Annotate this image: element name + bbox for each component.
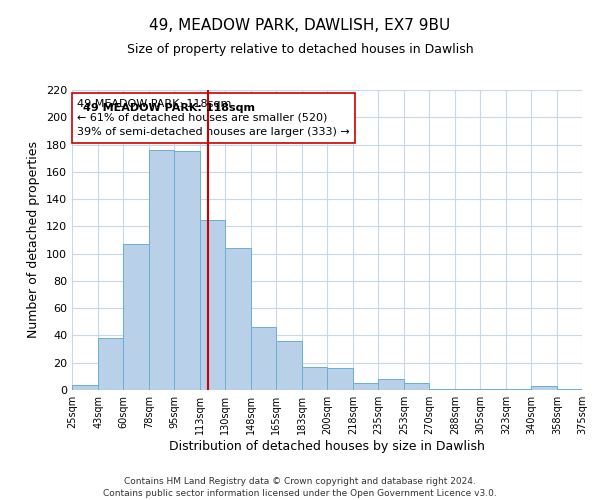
Text: Contains public sector information licensed under the Open Government Licence v3: Contains public sector information licen… (103, 489, 497, 498)
Bar (174, 152, 200, 390)
Bar (327, 368, 353, 390)
Bar (149, 150, 174, 390)
Bar (557, 388, 582, 390)
Text: Size of property relative to detached houses in Dawlish: Size of property relative to detached ho… (127, 42, 473, 56)
Bar (98, 338, 123, 390)
Bar (506, 388, 531, 390)
Bar (480, 388, 506, 390)
Bar (123, 244, 149, 390)
Bar (276, 341, 302, 390)
Bar (404, 383, 429, 390)
Text: 49 MEADOW PARK: 118sqm
← 61% of detached houses are smaller (520)
39% of semi-de: 49 MEADOW PARK: 118sqm ← 61% of detached… (77, 99, 350, 137)
Text: Contains HM Land Registry data © Crown copyright and database right 2024.: Contains HM Land Registry data © Crown c… (124, 478, 476, 486)
Bar (353, 383, 378, 390)
Y-axis label: Number of detached properties: Number of detached properties (28, 142, 40, 338)
Text: 49, MEADOW PARK, DAWLISH, EX7 9BU: 49, MEADOW PARK, DAWLISH, EX7 9BU (149, 18, 451, 32)
Bar (200, 220, 225, 390)
Bar (378, 379, 404, 390)
Bar (455, 388, 480, 390)
X-axis label: Distribution of detached houses by size in Dawlish: Distribution of detached houses by size … (169, 440, 485, 453)
Bar (225, 248, 251, 390)
Bar (531, 386, 557, 390)
Text: 49 MEADOW PARK: 118sqm: 49 MEADOW PARK: 118sqm (83, 102, 255, 113)
Bar (429, 388, 455, 390)
Bar (251, 328, 276, 390)
Bar (72, 384, 98, 390)
Bar (302, 367, 327, 390)
